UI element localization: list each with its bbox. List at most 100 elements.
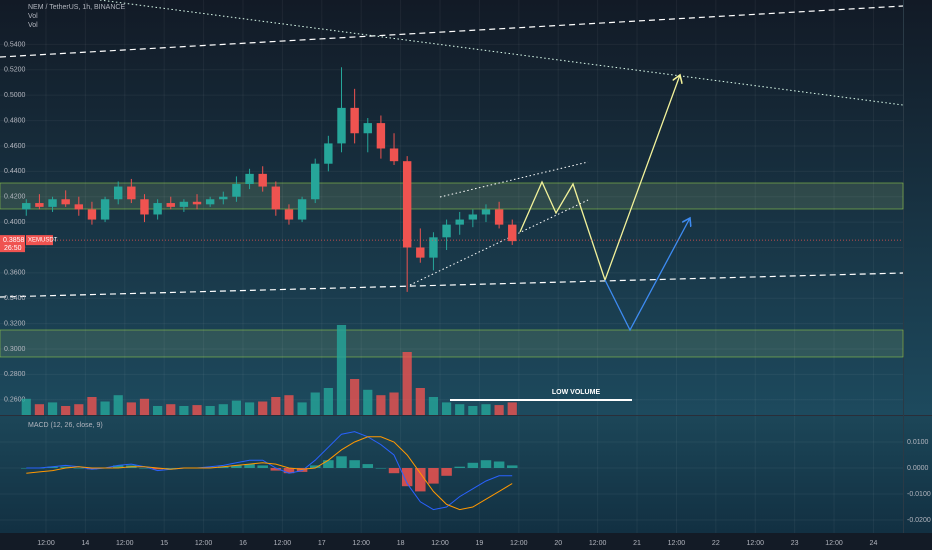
candle-body bbox=[284, 209, 294, 220]
x-tick-label: 12:00 bbox=[116, 540, 134, 547]
wedge-bottom bbox=[409, 199, 589, 286]
candle-body bbox=[245, 173, 254, 185]
x-tick-label: 24 bbox=[870, 540, 878, 547]
macd-line bbox=[26, 436, 513, 511]
volume-bar bbox=[231, 400, 242, 415]
macd-histogram-bar bbox=[60, 466, 71, 468]
volume-bar bbox=[389, 392, 399, 415]
chart-title: NEM / TetherUS, 1h, BINANCE bbox=[28, 4, 125, 11]
x-tick-label: 12:00 bbox=[37, 540, 55, 547]
countdown: 26:50 bbox=[4, 245, 22, 252]
macd-title: MACD (12, 26, close, 9) bbox=[28, 422, 103, 429]
volume-bar bbox=[271, 397, 281, 415]
macd-histogram-bar bbox=[218, 466, 229, 468]
candle-body bbox=[100, 199, 110, 220]
candle-body bbox=[192, 201, 202, 205]
candle-body bbox=[481, 209, 491, 215]
y-tick-label: 0.0000 bbox=[907, 465, 929, 472]
volume-bar bbox=[74, 404, 84, 415]
volume-bar bbox=[47, 402, 58, 415]
x-tick-label: 12:00 bbox=[352, 540, 370, 547]
volume-bar bbox=[244, 402, 255, 415]
x-tick-label: 17 bbox=[318, 540, 326, 547]
y-tick-label: 0.2800 bbox=[4, 371, 26, 378]
resistance-zone bbox=[0, 182, 904, 210]
candle-body bbox=[48, 199, 57, 207]
candle-body bbox=[297, 199, 307, 220]
symbol-badge: XEMUSDT bbox=[28, 238, 58, 244]
volume-bar bbox=[336, 325, 347, 415]
projection-yellow bbox=[519, 75, 680, 282]
macd-histogram-bar bbox=[506, 465, 518, 468]
y-tick-label: 0.4200 bbox=[4, 194, 26, 201]
macd-histogram-bar bbox=[441, 468, 452, 476]
macd-histogram-bar bbox=[47, 466, 58, 468]
volume-bar bbox=[402, 352, 412, 415]
trend-line bbox=[99, 0, 904, 106]
macd-pane bbox=[0, 416, 932, 533]
macd-histogram-bar bbox=[349, 460, 360, 468]
candle-body bbox=[324, 143, 333, 164]
channel-top bbox=[0, 5, 904, 58]
volume-bar bbox=[376, 395, 386, 415]
candle-body bbox=[219, 196, 228, 200]
volume-bar bbox=[34, 404, 45, 415]
drawings bbox=[0, 0, 904, 401]
candle-body bbox=[429, 237, 438, 258]
x-tick-label: 18 bbox=[397, 540, 405, 547]
x-tick-label: 15 bbox=[160, 540, 168, 547]
x-tick-label: 21 bbox=[633, 540, 641, 547]
volume-bar bbox=[350, 379, 360, 415]
volume-bar bbox=[481, 404, 491, 415]
x-tick-label: 12:00 bbox=[195, 540, 213, 547]
candle-body bbox=[389, 148, 399, 162]
candle-body bbox=[127, 186, 136, 200]
x-tick-label: 23 bbox=[791, 540, 799, 547]
candle-body bbox=[271, 186, 281, 210]
volume-bar bbox=[494, 405, 504, 415]
volume-bar bbox=[179, 406, 189, 415]
time-axis bbox=[0, 533, 932, 550]
volume-bar bbox=[415, 388, 425, 415]
macd-histogram-bar bbox=[270, 468, 282, 471]
candle-body bbox=[468, 214, 478, 220]
macd-histogram-bar bbox=[388, 468, 400, 474]
volume-bar bbox=[428, 397, 439, 415]
x-tick-label: 19 bbox=[476, 540, 484, 547]
candle-body bbox=[232, 184, 241, 197]
y-tick-label: 0.5400 bbox=[4, 41, 26, 48]
volume-bar bbox=[87, 397, 97, 415]
symbol-badge-box bbox=[26, 235, 53, 246]
volume-bar bbox=[205, 406, 215, 415]
volume-bar bbox=[507, 402, 517, 415]
y-tick-label: -0.0100 bbox=[907, 491, 931, 498]
x-tick-label: 12:00 bbox=[668, 540, 686, 547]
candle-body bbox=[74, 204, 84, 210]
candle-body bbox=[442, 224, 451, 238]
macd-histogram-bar bbox=[493, 461, 505, 468]
macd-histogram-bar bbox=[86, 468, 98, 470]
candle-body bbox=[87, 209, 97, 220]
macd-histogram-bar bbox=[231, 465, 242, 468]
macd-histogram-bar bbox=[480, 460, 492, 468]
macd-histogram-bar bbox=[165, 468, 177, 469]
volume-bar bbox=[192, 405, 202, 415]
volume-bar bbox=[441, 402, 452, 415]
annotation: LOW VOLUME bbox=[552, 389, 601, 396]
volume-bar bbox=[284, 395, 294, 415]
candle-body bbox=[140, 199, 149, 215]
macd-histogram-bar bbox=[375, 468, 387, 469]
volume-bar bbox=[61, 406, 71, 415]
macd-histogram-bar bbox=[152, 468, 163, 470]
macd-histogram-bar bbox=[428, 468, 439, 484]
y-tick-label: 0.4000 bbox=[4, 219, 26, 226]
candle-body bbox=[337, 107, 346, 144]
macd-histogram-bar bbox=[257, 465, 268, 468]
x-tick-label: 12:00 bbox=[589, 540, 607, 547]
candle-body bbox=[363, 123, 372, 134]
volume-bar bbox=[153, 406, 163, 415]
candle-body bbox=[179, 201, 189, 207]
macd-histogram-bar bbox=[454, 466, 465, 468]
candle-body bbox=[508, 224, 517, 242]
